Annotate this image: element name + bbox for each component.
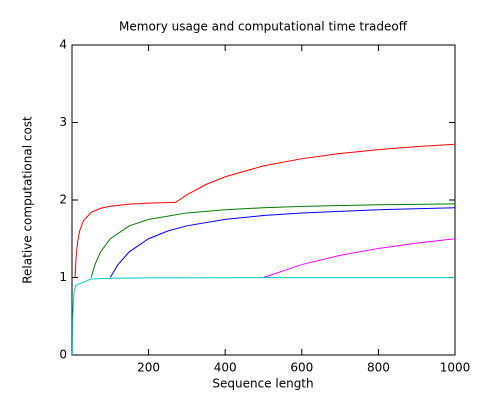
chart-title: Memory usage and computational time trad… <box>119 20 408 34</box>
y-tick-label: 0 <box>59 348 67 362</box>
y-axis-label: Relative computational cost <box>21 116 35 284</box>
plot-frame <box>71 44 456 356</box>
x-tick-label: 200 <box>137 361 160 375</box>
series-line <box>90 203 456 278</box>
x-tick-label: 800 <box>367 361 390 375</box>
series-line <box>74 143 456 278</box>
x-tick-label: 400 <box>214 361 237 375</box>
y-tick-label: 1 <box>59 270 67 284</box>
y-tick-label: 2 <box>59 193 67 207</box>
x-tick-label: 1000 <box>440 361 471 375</box>
x-axis-label: Sequence length <box>212 377 313 391</box>
x-tick-label: 600 <box>290 361 313 375</box>
y-tick-label: 3 <box>59 115 67 129</box>
y-tick-label: 4 <box>59 38 67 52</box>
series-line <box>71 277 455 356</box>
series-line <box>263 238 456 278</box>
series-line <box>109 207 456 278</box>
